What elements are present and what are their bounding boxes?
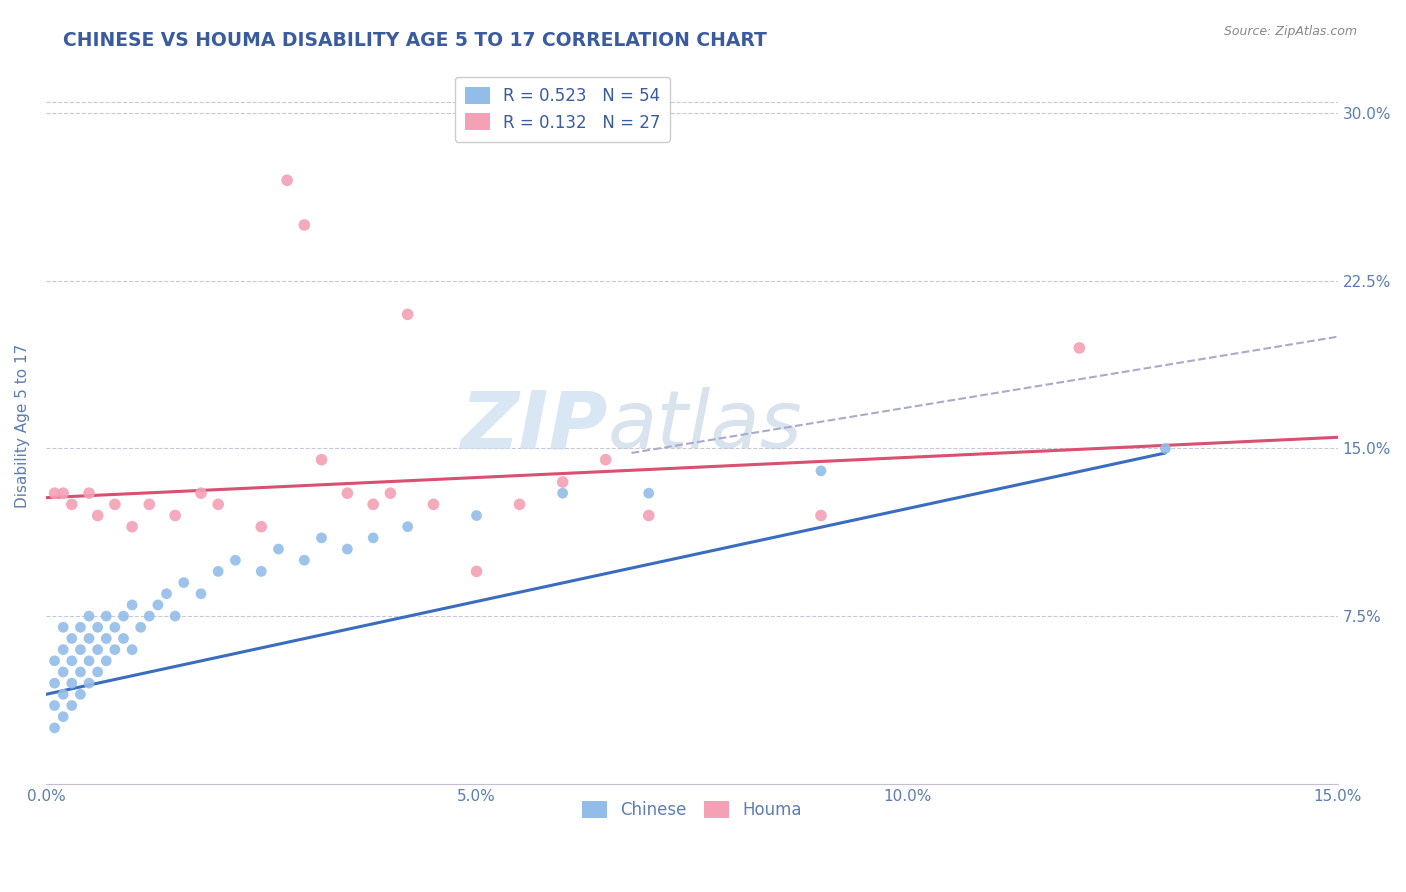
Point: [267, 542, 290, 557]
Point: [52, 620, 75, 634]
Point: [86, 508, 108, 523]
Point: [104, 620, 127, 634]
Point: [121, 519, 143, 533]
Point: [52, 665, 75, 679]
Point: [311, 531, 333, 545]
Point: [52, 687, 75, 701]
Point: [44, 698, 66, 713]
Point: [129, 620, 152, 634]
Point: [60, 698, 83, 713]
Point: [138, 609, 160, 624]
Point: [292, 218, 315, 232]
Point: [250, 565, 273, 579]
Point: [380, 486, 402, 500]
Point: [69, 687, 91, 701]
Point: [810, 508, 832, 523]
Point: [96, 609, 118, 624]
Point: [336, 486, 359, 500]
Point: [52, 709, 75, 723]
Point: [465, 565, 488, 579]
Point: [69, 642, 91, 657]
Point: [165, 609, 187, 624]
Point: [311, 452, 333, 467]
Point: [165, 508, 187, 523]
Point: [637, 486, 659, 500]
Point: [422, 497, 444, 511]
Point: [60, 632, 83, 646]
Point: [207, 565, 229, 579]
Point: [173, 575, 195, 590]
Point: [77, 486, 100, 500]
Point: [104, 497, 127, 511]
Point: [69, 665, 91, 679]
Point: [146, 598, 169, 612]
Point: [104, 642, 127, 657]
Point: [52, 642, 75, 657]
Point: [361, 497, 384, 511]
Text: ZIP: ZIP: [461, 387, 607, 465]
Point: [44, 676, 66, 690]
Point: [595, 452, 617, 467]
Y-axis label: Disability Age 5 to 17: Disability Age 5 to 17: [15, 344, 30, 508]
Point: [86, 665, 108, 679]
Point: [86, 642, 108, 657]
Point: [121, 598, 143, 612]
Point: [1154, 442, 1177, 456]
Point: [69, 620, 91, 634]
Text: Source: ZipAtlas.com: Source: ZipAtlas.com: [1223, 25, 1357, 38]
Legend: Chinese, Houma: Chinese, Houma: [575, 794, 808, 825]
Point: [1069, 341, 1091, 355]
Point: [44, 721, 66, 735]
Point: [465, 508, 488, 523]
Point: [551, 475, 574, 489]
Point: [509, 497, 531, 511]
Point: [361, 531, 384, 545]
Point: [224, 553, 246, 567]
Point: [551, 486, 574, 500]
Point: [52, 486, 75, 500]
Point: [77, 654, 100, 668]
Text: atlas: atlas: [607, 387, 803, 465]
Point: [190, 587, 212, 601]
Point: [44, 486, 66, 500]
Point: [138, 497, 160, 511]
Text: CHINESE VS HOUMA DISABILITY AGE 5 TO 17 CORRELATION CHART: CHINESE VS HOUMA DISABILITY AGE 5 TO 17 …: [63, 31, 768, 50]
Point: [396, 519, 419, 533]
Point: [96, 654, 118, 668]
Point: [112, 632, 135, 646]
Point: [396, 307, 419, 321]
Point: [637, 508, 659, 523]
Point: [155, 587, 177, 601]
Point: [86, 620, 108, 634]
Point: [96, 632, 118, 646]
Point: [810, 464, 832, 478]
Point: [190, 486, 212, 500]
Point: [77, 676, 100, 690]
Point: [292, 553, 315, 567]
Point: [77, 609, 100, 624]
Point: [250, 519, 273, 533]
Point: [44, 654, 66, 668]
Point: [336, 542, 359, 557]
Point: [77, 632, 100, 646]
Point: [60, 676, 83, 690]
Point: [121, 642, 143, 657]
Point: [276, 173, 298, 187]
Point: [60, 654, 83, 668]
Point: [207, 497, 229, 511]
Point: [112, 609, 135, 624]
Point: [60, 497, 83, 511]
